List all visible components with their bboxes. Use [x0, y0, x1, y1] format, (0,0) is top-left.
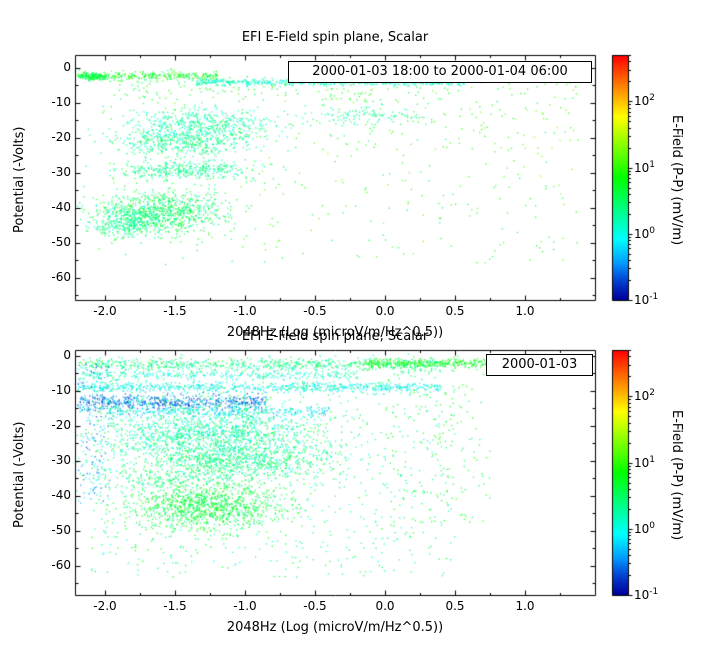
- y-tick-label: 0: [63, 60, 71, 74]
- x-tick-label: 0.0: [375, 599, 395, 613]
- plot1-x-axis-label: 2048Hz (Log (microV/m/Hz^0.5)): [226, 325, 444, 340]
- y-tick-label: -10: [51, 383, 71, 397]
- x-tick-label: 1.0: [515, 599, 535, 613]
- plot2-legend: 2000-01-03: [486, 354, 593, 376]
- y-tick-label: -30: [51, 165, 71, 179]
- colorbar-tick-label: 10-1: [634, 587, 659, 602]
- x-tick-label: -1.0: [233, 304, 257, 318]
- colorbar-tick-label: 10-1: [634, 292, 659, 307]
- x-tick-label: -1.5: [163, 304, 187, 318]
- plot2-colorbar-label: E-Field (P-P) (mV/m): [669, 410, 684, 541]
- colorbar-tick-label: 100: [634, 226, 656, 241]
- colorbar-tick-label: 101: [634, 455, 656, 470]
- x-tick-label: 0.5: [445, 304, 465, 318]
- x-tick-label: 0.5: [445, 599, 465, 613]
- x-tick-label: -0.5: [303, 304, 327, 318]
- y-tick-label: -10: [51, 95, 71, 109]
- x-tick-label: -1.0: [233, 599, 257, 613]
- colorbar-tick-label: 101: [634, 160, 656, 175]
- y-tick-label: -30: [51, 453, 71, 467]
- plot2-x-axis-label: 2048Hz (Log (microV/m/Hz^0.5)): [226, 620, 444, 635]
- plot2-y-axis-label: Potential (-Volts): [12, 421, 27, 528]
- x-tick-label: 0.0: [375, 304, 395, 318]
- y-tick-label: -60: [51, 558, 71, 572]
- x-tick-label: 1.0: [515, 304, 535, 318]
- plot1-y-axis-label: Potential (-Volts): [12, 126, 27, 233]
- y-tick-label: -20: [51, 418, 71, 432]
- colorbar-tick-label: 102: [634, 388, 656, 403]
- x-tick-label: -1.5: [163, 599, 187, 613]
- y-tick-label: -20: [51, 130, 71, 144]
- colorbar-tick-label: 100: [634, 521, 656, 536]
- y-tick-label: -40: [51, 200, 71, 214]
- y-tick-label: -60: [51, 270, 71, 284]
- x-tick-label: -0.5: [303, 599, 327, 613]
- plot1-colorbar-label: E-Field (P-P) (mV/m): [669, 115, 684, 246]
- y-tick-label: -40: [51, 488, 71, 502]
- x-tick-label: -2.0: [93, 304, 117, 318]
- y-tick-label: -50: [51, 235, 71, 249]
- y-tick-label: 0: [63, 348, 71, 362]
- plot1-legend: 2000-01-03 18:00 to 2000-01-04 06:00: [288, 61, 592, 83]
- plot1-title: EFI E-Field spin plane, Scalar: [241, 30, 429, 45]
- y-tick-label: -50: [51, 523, 71, 537]
- x-tick-label: -2.0: [93, 599, 117, 613]
- plot2-title: EFI E-Field spin plane, Scalar: [241, 329, 429, 344]
- colorbar-tick-label: 102: [634, 93, 656, 108]
